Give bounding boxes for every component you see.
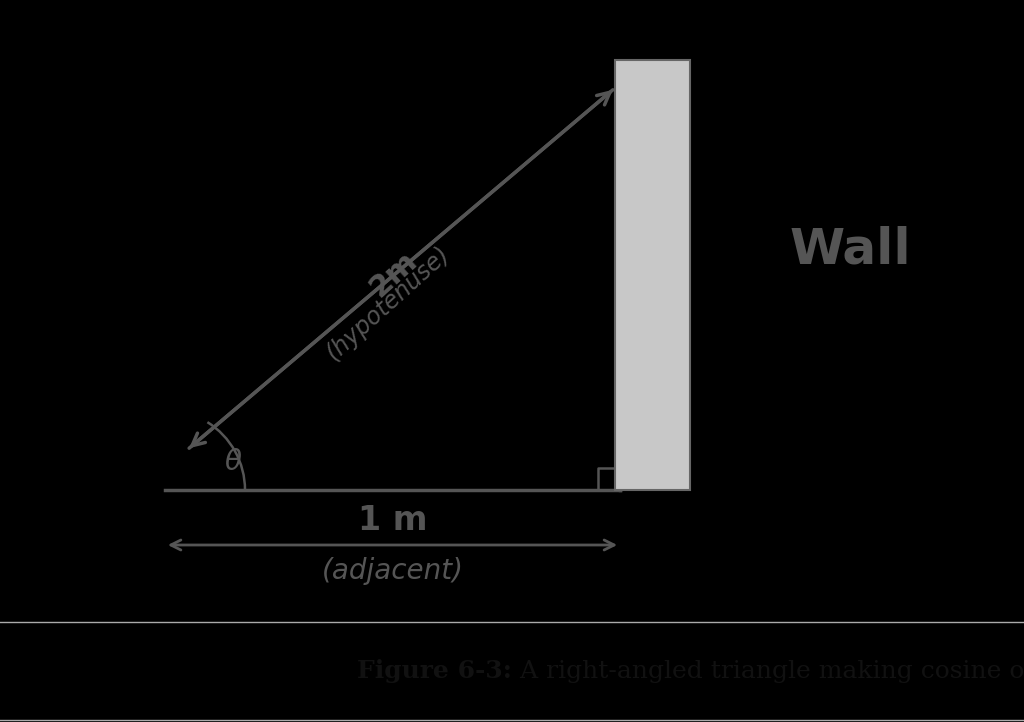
Text: Figure 6-3:: Figure 6-3: [357,659,512,683]
Text: (adjacent): (adjacent) [322,557,464,585]
Text: A right-angled triangle making cosine of angle θ: A right-angled triangle making cosine of… [512,659,1024,683]
Text: θ: θ [224,448,242,476]
Bar [615,60,690,490]
Text: Wall: Wall [790,226,910,274]
Text: 2m: 2m [365,245,423,303]
Text: (hypotenuse): (hypotenuse) [322,242,455,365]
Text: 1 m: 1 m [357,504,427,537]
